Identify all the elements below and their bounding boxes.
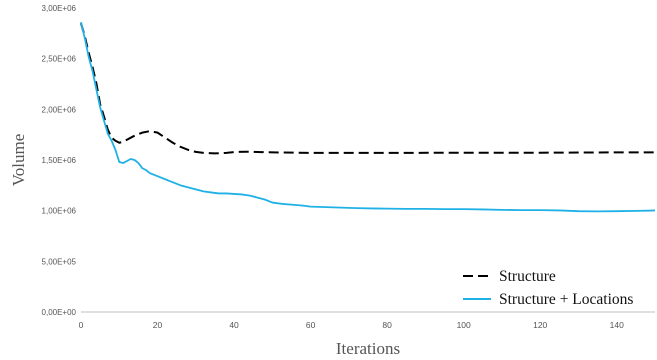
y-tick-label: 3,00E+06	[42, 4, 77, 13]
series-line	[80, 22, 655, 155]
legend-label: Structure	[499, 268, 556, 285]
x-axis-title: Iterations	[336, 339, 400, 358]
x-tick-label: 60	[306, 320, 316, 330]
x-tick-label: 0	[79, 320, 84, 330]
series-line	[80, 21, 656, 213]
y-tick-label: 2,00E+06	[42, 105, 77, 114]
x-tick-label: 80	[382, 320, 392, 330]
y-tick-label: 0,00E+00	[42, 308, 77, 317]
x-axis-ticks: 0 20 40 60 80 100 120 140	[79, 320, 624, 330]
x-tick-label: 100	[457, 320, 471, 330]
y-axis-ticks: 0,00E+00 5,00E+05 1,00E+06 1,50E+06 2,00E+06…	[42, 4, 77, 317]
y-tick-label: 2,50E+06	[42, 55, 77, 64]
x-tick-label: 120	[533, 320, 547, 330]
x-tick-label: 140	[610, 320, 624, 330]
legend: Structure Structure + Locations	[463, 268, 633, 308]
y-axis-title: Volume	[9, 134, 28, 187]
y-tick-label: 1,00E+06	[42, 207, 77, 216]
y-tick-label: 1,50E+06	[42, 156, 77, 165]
x-tick-label: 20	[153, 320, 163, 330]
y-tick-label: 5,00E+05	[42, 257, 77, 266]
series-layer	[80, 21, 656, 213]
x-tick-label: 40	[229, 320, 239, 330]
legend-label: Structure + Locations	[499, 291, 633, 308]
